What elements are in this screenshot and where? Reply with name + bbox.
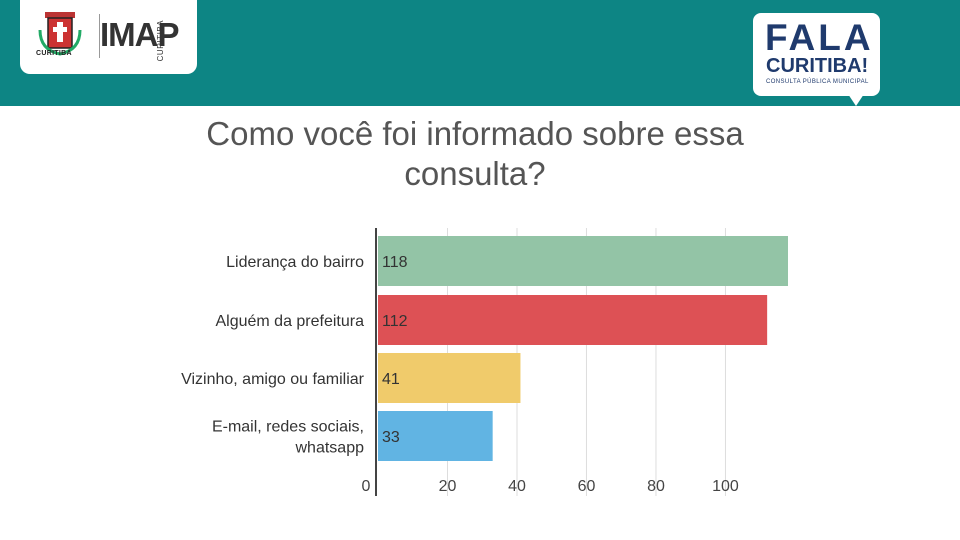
category-label: Liderança do bairro [226, 254, 364, 271]
header-banner: CURITIBA IMAP CURITIBA FALA CURITIBA! CO… [0, 0, 960, 106]
fala-line2: CURITIBA! [766, 55, 869, 77]
x-tick-label: 40 [508, 478, 526, 495]
fala-curitiba-logo: FALA CURITIBA! CONSULTA PÚBLICA MUNICIPA… [753, 13, 880, 96]
x-tick-label: 100 [712, 478, 739, 495]
bar [378, 353, 521, 403]
x-tick-label: 60 [578, 478, 596, 495]
bar-value-label: 41 [382, 371, 400, 388]
bar-value-label: 112 [382, 313, 408, 330]
category-label: Vizinho, amigo ou familiar [181, 371, 365, 388]
chart-title: Como você foi informado sobre essa consu… [206, 115, 744, 192]
imap-logo: IMAP [100, 16, 179, 53]
city-crest-icon [38, 12, 82, 56]
category-label: Alguém da prefeitura [215, 313, 364, 330]
speech-bubble-tail [848, 94, 864, 106]
category-label: whatsapp [295, 440, 365, 457]
bar [378, 411, 493, 461]
x-tick-label: 20 [439, 478, 457, 495]
fala-line3: CONSULTA PÚBLICA MUNICIPAL [766, 79, 869, 85]
bar [378, 236, 788, 286]
bar-value-label: 33 [382, 429, 400, 446]
x-tick-label: 80 [647, 478, 665, 495]
city-name: CURITIBA [36, 50, 72, 57]
logo-divider [99, 14, 100, 58]
curitiba-logos: CURITIBA IMAP CURITIBA [20, 0, 197, 74]
x-tick-label: 0 [362, 478, 371, 495]
fala-line1: FALA [765, 17, 874, 58]
bar [378, 295, 768, 345]
bar-value-label: 118 [382, 254, 408, 271]
category-label: E-mail, redes sociais, [212, 419, 364, 436]
